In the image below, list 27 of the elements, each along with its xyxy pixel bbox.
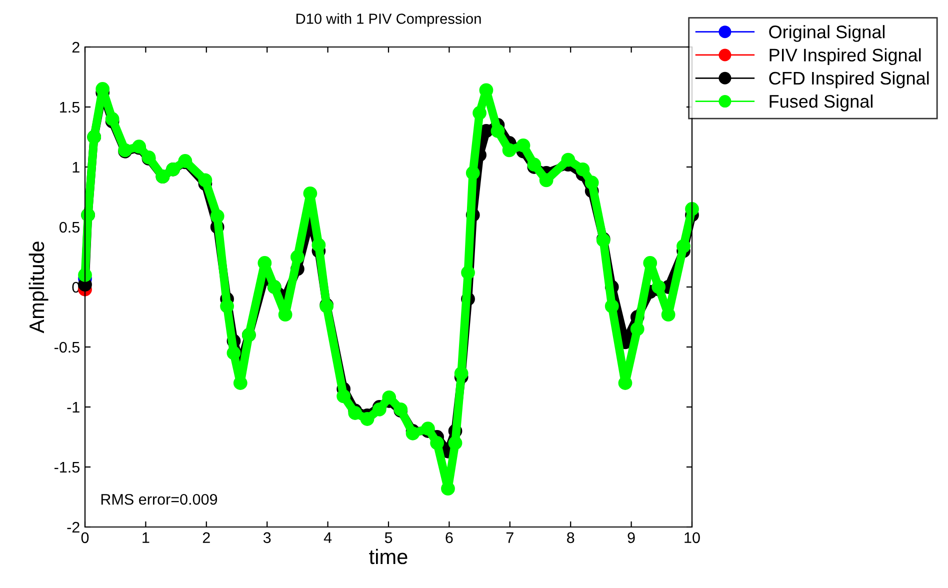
y-tick-label: -1.5 [54,462,80,473]
x-tick-label: 7 [506,532,514,543]
legend-label: CFD Inspired Signal [769,71,929,88]
annotation: RMS error=0.009 [101,494,218,505]
x-axis-title: time [369,548,408,564]
chart-title: D10 with 1 PIV Compression [296,13,481,27]
x-tick-label: 0 [81,532,89,544]
x-tick-label: 4 [324,532,332,543]
x-tick-label: 2 [202,532,210,543]
legend-label: PIV Inspired Signal [770,48,921,66]
y-tick-label: 2 [72,42,80,53]
y-tick-label: 1 [72,162,80,173]
y-tick-label: 0.5 [60,222,80,233]
x-tick-label: 3 [263,532,271,544]
legend-label: Original Signal [769,25,885,42]
x-tick-label: 9 [628,532,635,544]
y-tick-label: -2 [67,522,80,533]
x-tick-label: 5 [384,532,392,544]
x-tick-label: 10 [684,532,700,544]
x-tick-label: 1 [142,532,150,543]
y-tick-label: 1.5 [60,102,80,113]
y-tick-label: -1 [67,402,80,413]
legend-label: Fused Signal [770,94,872,112]
x-tick-label: 8 [567,532,574,544]
x-tick-label: 6 [446,532,453,544]
y-axis-title: Amplitude [28,242,48,334]
y-tick-label: -0.5 [54,342,80,353]
